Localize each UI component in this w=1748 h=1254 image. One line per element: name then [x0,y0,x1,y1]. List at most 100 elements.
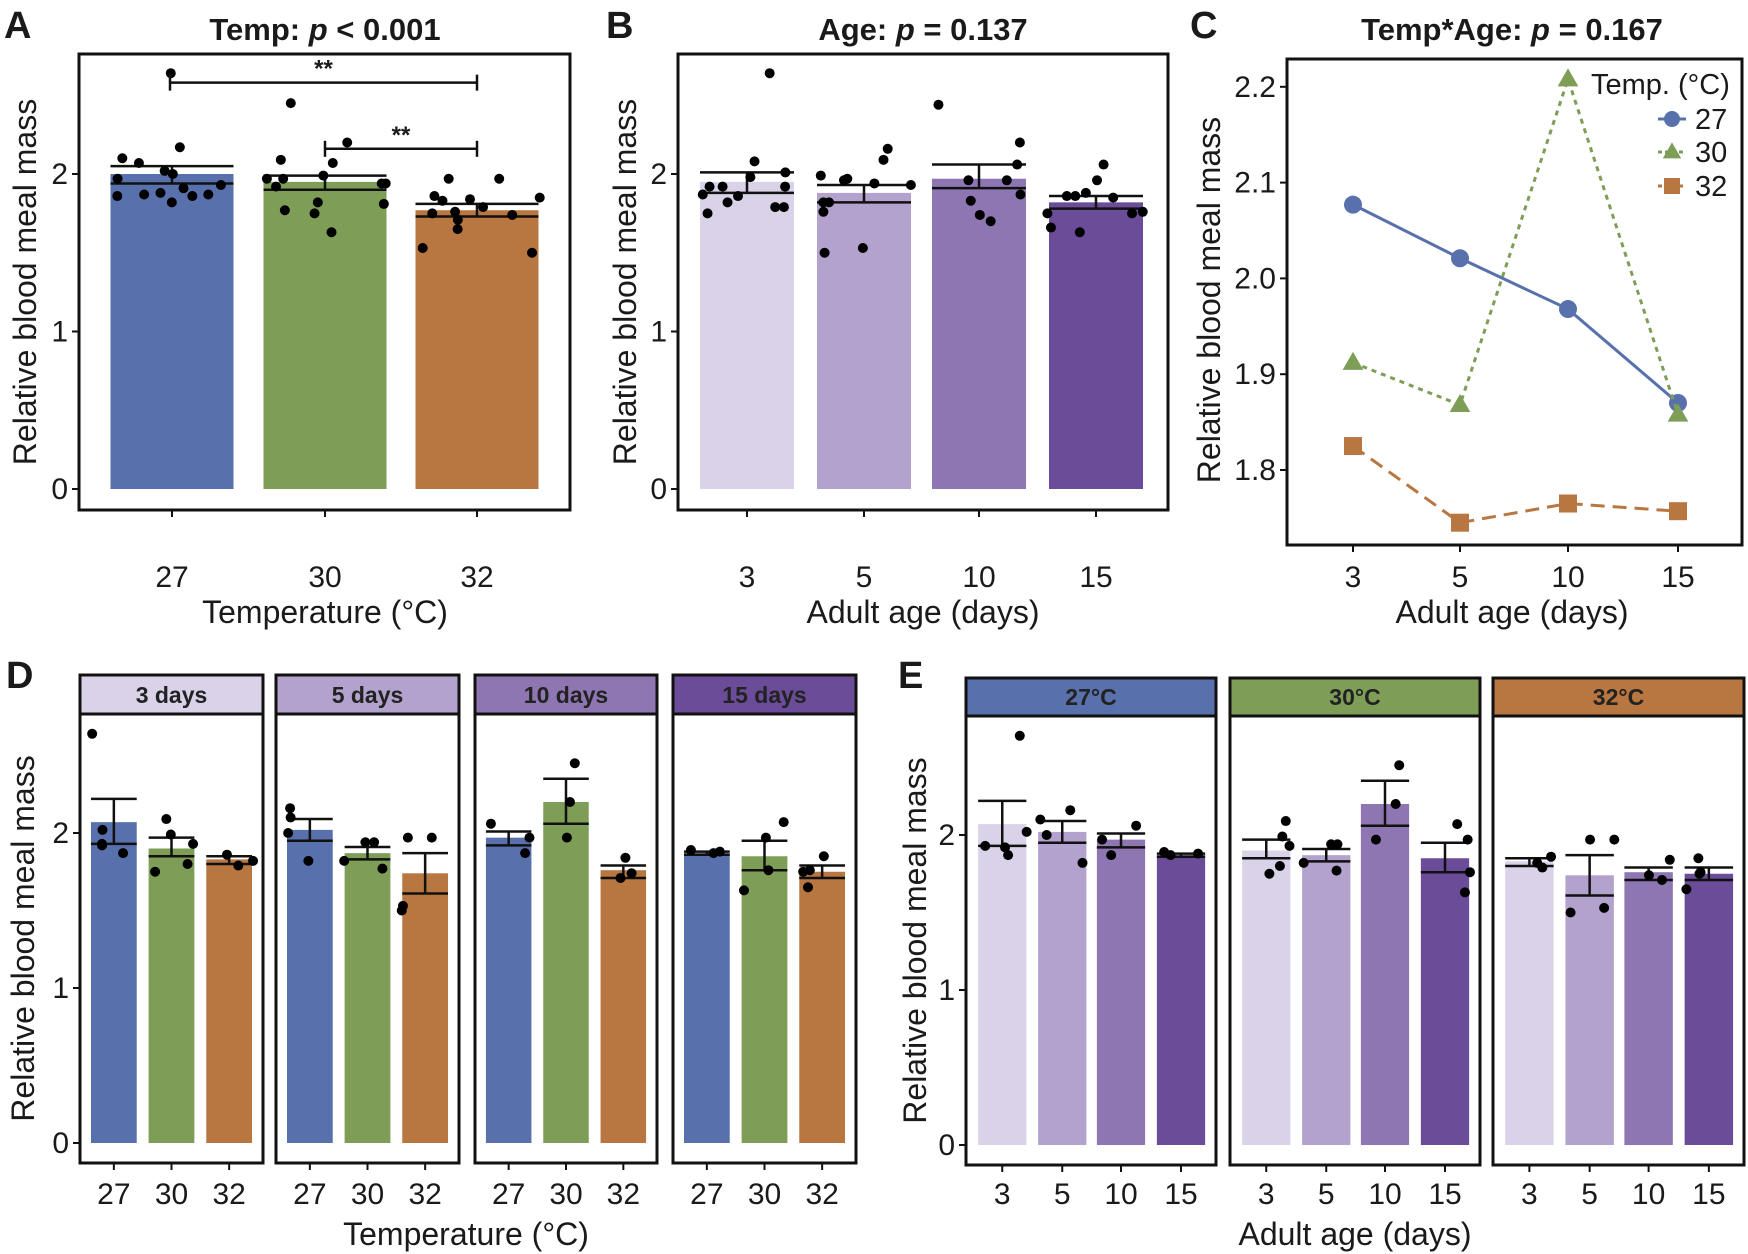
data-point [178,183,189,194]
panel-d: D 3 days 27 30 32 0 1 2 Relative blood meal mass… [5,655,858,1252]
data-point [271,181,282,192]
y-axis-label: Relative blood meal mass [1191,117,1227,483]
data-point [778,817,789,828]
data-point [378,198,389,209]
bar [1565,875,1614,1145]
plot-frame [1491,714,1746,1167]
x-tick-label: 27 [155,561,188,594]
x-tick-label: 30 [748,1178,781,1211]
title-part: Age: [818,12,896,47]
data-point [818,206,829,217]
data-point [1546,851,1557,862]
legend-label: 27 [1695,104,1727,136]
y-axis-label: Relative blood meal mass [897,757,933,1123]
data-point [1003,850,1014,861]
data-point [1108,192,1119,203]
x-tick-label: 10 [962,561,995,594]
data-point [167,169,178,179]
data-point [819,247,830,258]
series-line-32 [1352,444,1679,525]
circle-marker [1344,195,1362,214]
data-point [339,855,350,866]
data-point [878,154,889,165]
bar [932,178,1026,489]
data-point [965,195,976,206]
data-point [1390,799,1401,809]
data-point [117,153,128,164]
facet-strip-label: 3 days [136,682,208,708]
panel-c: C Temp*Age: p = 0.167 1.8 1.9 2.0 2.1 2.2Relat… [1190,5,1744,630]
data-point [1097,834,1108,845]
data-point [1599,902,1610,913]
data-point [1693,853,1704,864]
data-point [857,243,868,254]
facet-strip-label: 27°C [1065,684,1116,710]
data-point [261,173,272,184]
data-point [215,180,226,191]
data-point [780,181,791,192]
data-point [1000,842,1011,853]
data-point [203,189,214,200]
data-point [174,142,185,153]
x-axis-label: Adult age (days) [806,594,1039,630]
x-tick-label: 3 [994,1178,1011,1211]
data-point [561,832,572,843]
bar [741,856,788,1143]
y-axis-label: Relative blood meal mass [7,99,43,465]
x-tick-label: 10 [1104,1178,1137,1211]
data-point [342,137,353,148]
data-point [1264,868,1275,879]
facet: 5 days 27 30 32 [274,673,461,1211]
data-point [717,181,728,192]
circle-marker [1451,249,1469,268]
data-point [1280,816,1291,827]
y-tick-label: 0 [938,1129,955,1162]
bar [415,210,539,489]
bar [978,824,1027,1145]
data-point [159,165,170,176]
series-line-27 [1352,203,1679,405]
bar [1624,872,1673,1145]
bar [1156,855,1206,1145]
bar [1049,202,1143,489]
data-point [279,205,290,216]
data-point [1035,814,1046,825]
data-point [738,885,749,896]
title-part: p [308,12,328,47]
data-point [1609,834,1620,845]
data-point [1284,840,1295,851]
triangle-marker [1449,394,1471,413]
x-tick-label: 27 [97,1178,130,1211]
panel-title: Age: p = 0.137 [818,12,1027,47]
data-point [534,192,545,203]
data-point [443,173,454,184]
data-point [485,818,496,829]
data-point [248,855,259,866]
x-axis-label: Temperature (°C) [202,594,448,630]
data-point [1664,854,1675,865]
x-tick-label: 27 [690,1178,723,1211]
bar [90,822,137,1143]
data-point [97,824,108,835]
triangle-marker [1557,68,1579,87]
data-point [426,832,437,843]
data-point [452,224,463,235]
data-point [427,208,438,219]
title-part: p [895,12,915,47]
x-axis-label: Adult age (days) [1238,1216,1471,1252]
panel-letter: D [6,655,33,697]
data-point [1464,867,1475,878]
data-point [161,814,172,825]
data-point [309,208,320,219]
data-point [417,243,428,254]
panel-title: Temp*Age: p = 0.167 [1361,12,1663,47]
y-tick-label: 1.9 [1234,358,1276,391]
x-tick-label: 5 [856,561,873,594]
data-point [1694,868,1705,879]
data-point [327,157,338,168]
x-tick-label: 30 [155,1178,188,1211]
data-point [112,191,123,202]
data-point [763,865,774,876]
